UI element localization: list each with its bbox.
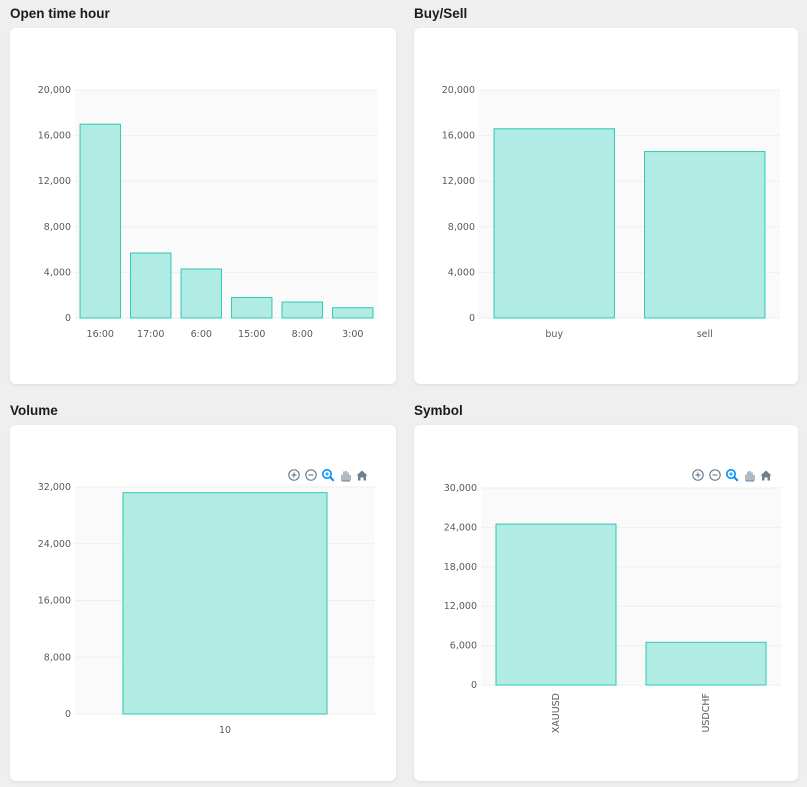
x-tick-label: 15:00	[238, 329, 265, 340]
y-tick-label: 20,000	[442, 85, 475, 96]
y-tick-label: 0	[65, 313, 71, 324]
chart-toolbar	[691, 466, 773, 482]
bar-6-00[interactable]	[180, 268, 222, 319]
y-tick-label: 4,000	[448, 267, 475, 278]
zoom-out-icon[interactable]	[304, 467, 318, 481]
zoom-out-icon[interactable]	[708, 467, 722, 481]
x-tick-label: 6:00	[191, 329, 212, 340]
panel-title-buy-sell: Buy/Sell	[414, 6, 468, 21]
x-tick-label: buy	[545, 329, 563, 340]
y-tick-label: 16,000	[38, 131, 71, 142]
x-tick-label: sell	[697, 329, 713, 340]
y-tick-label: 32,000	[38, 482, 71, 493]
chart-toolbar	[287, 466, 369, 482]
home-reset-icon[interactable]	[355, 467, 369, 481]
x-tick-label: XAUUSD	[551, 693, 562, 733]
bar-15-00[interactable]	[231, 296, 273, 319]
bar-xauusd[interactable]	[495, 523, 617, 686]
y-tick-label: 0	[471, 680, 477, 691]
chart-card-open-time-hour: 0 4,000 8,000 12,000 16,000 20,000 16:00 17:00 6…	[10, 28, 396, 384]
bar-8-00[interactable]	[281, 301, 323, 319]
y-tick-label: 20,000	[38, 85, 71, 96]
y-tick-label: 0	[65, 709, 71, 720]
x-tick-label: 16:00	[87, 329, 114, 340]
x-tick-label: 8:00	[292, 329, 313, 340]
x-tick-label: USDCHF	[701, 693, 712, 733]
y-tick-label: 18,000	[444, 562, 477, 573]
pan-hand-icon[interactable]	[338, 467, 352, 482]
y-tick-label: 24,000	[444, 522, 477, 533]
bar-17-00[interactable]	[130, 252, 172, 319]
y-tick-label: 30,000	[444, 483, 477, 494]
bar-usdchf[interactable]	[645, 641, 767, 686]
zoom-selection-icon[interactable]	[321, 467, 335, 482]
y-tick-label: 8,000	[44, 222, 71, 233]
panel-title-symbol: Symbol	[414, 403, 463, 418]
y-tick-label: 12,000	[38, 176, 71, 187]
zoom-in-icon[interactable]	[691, 467, 705, 481]
y-tick-label: 16,000	[38, 596, 71, 607]
x-tick-label: 3:00	[342, 329, 363, 340]
pan-hand-icon[interactable]	[742, 467, 756, 482]
plot-area	[75, 90, 378, 318]
y-tick-label: 6,000	[450, 641, 477, 652]
y-tick-label: 12,000	[442, 176, 475, 187]
y-tick-label: 0	[469, 313, 475, 324]
volume-chart: 0 8,000 16,000 24,000 32,000 10	[38, 482, 375, 736]
bar-16-00[interactable]	[79, 123, 121, 319]
bar-buy[interactable]	[493, 128, 615, 319]
bar-sell[interactable]	[644, 151, 766, 319]
symbol-chart: 0 6,000 12,000 18,000 24,000 30,000 XAUUSD USDC…	[444, 483, 781, 733]
bar-10[interactable]	[122, 492, 328, 715]
chart-card-volume: 0 8,000 16,000 24,000 32,000 10	[10, 425, 396, 781]
y-tick-label: 16,000	[442, 131, 475, 142]
y-tick-label: 8,000	[44, 652, 71, 663]
x-tick-label: 17:00	[137, 329, 164, 340]
chart-card-buy-sell: 0 4,000 8,000 12,000 16,000 20,000 buy sell	[414, 28, 798, 384]
open-time-hour-chart: 0 4,000 8,000 12,000 16,000 20,000 16:00 17:00 6…	[38, 85, 378, 340]
buy-sell-chart: 0 4,000 8,000 12,000 16,000 20,000 buy sell	[442, 85, 780, 340]
y-tick-label: 4,000	[44, 267, 71, 278]
y-tick-label: 24,000	[38, 539, 71, 550]
panel-title-open-time-hour: Open time hour	[10, 6, 110, 21]
chart-card-symbol: 0 6,000 12,000 18,000 24,000 30,000 XAUUSD USDC…	[414, 425, 798, 781]
zoom-in-icon[interactable]	[287, 467, 301, 481]
y-tick-label: 8,000	[448, 222, 475, 233]
bar-3-00[interactable]	[332, 307, 374, 319]
panel-title-volume: Volume	[10, 403, 58, 418]
x-tick-label: 10	[219, 725, 231, 736]
zoom-selection-icon[interactable]	[725, 467, 739, 482]
home-reset-icon[interactable]	[759, 467, 773, 481]
y-tick-label: 12,000	[444, 601, 477, 612]
